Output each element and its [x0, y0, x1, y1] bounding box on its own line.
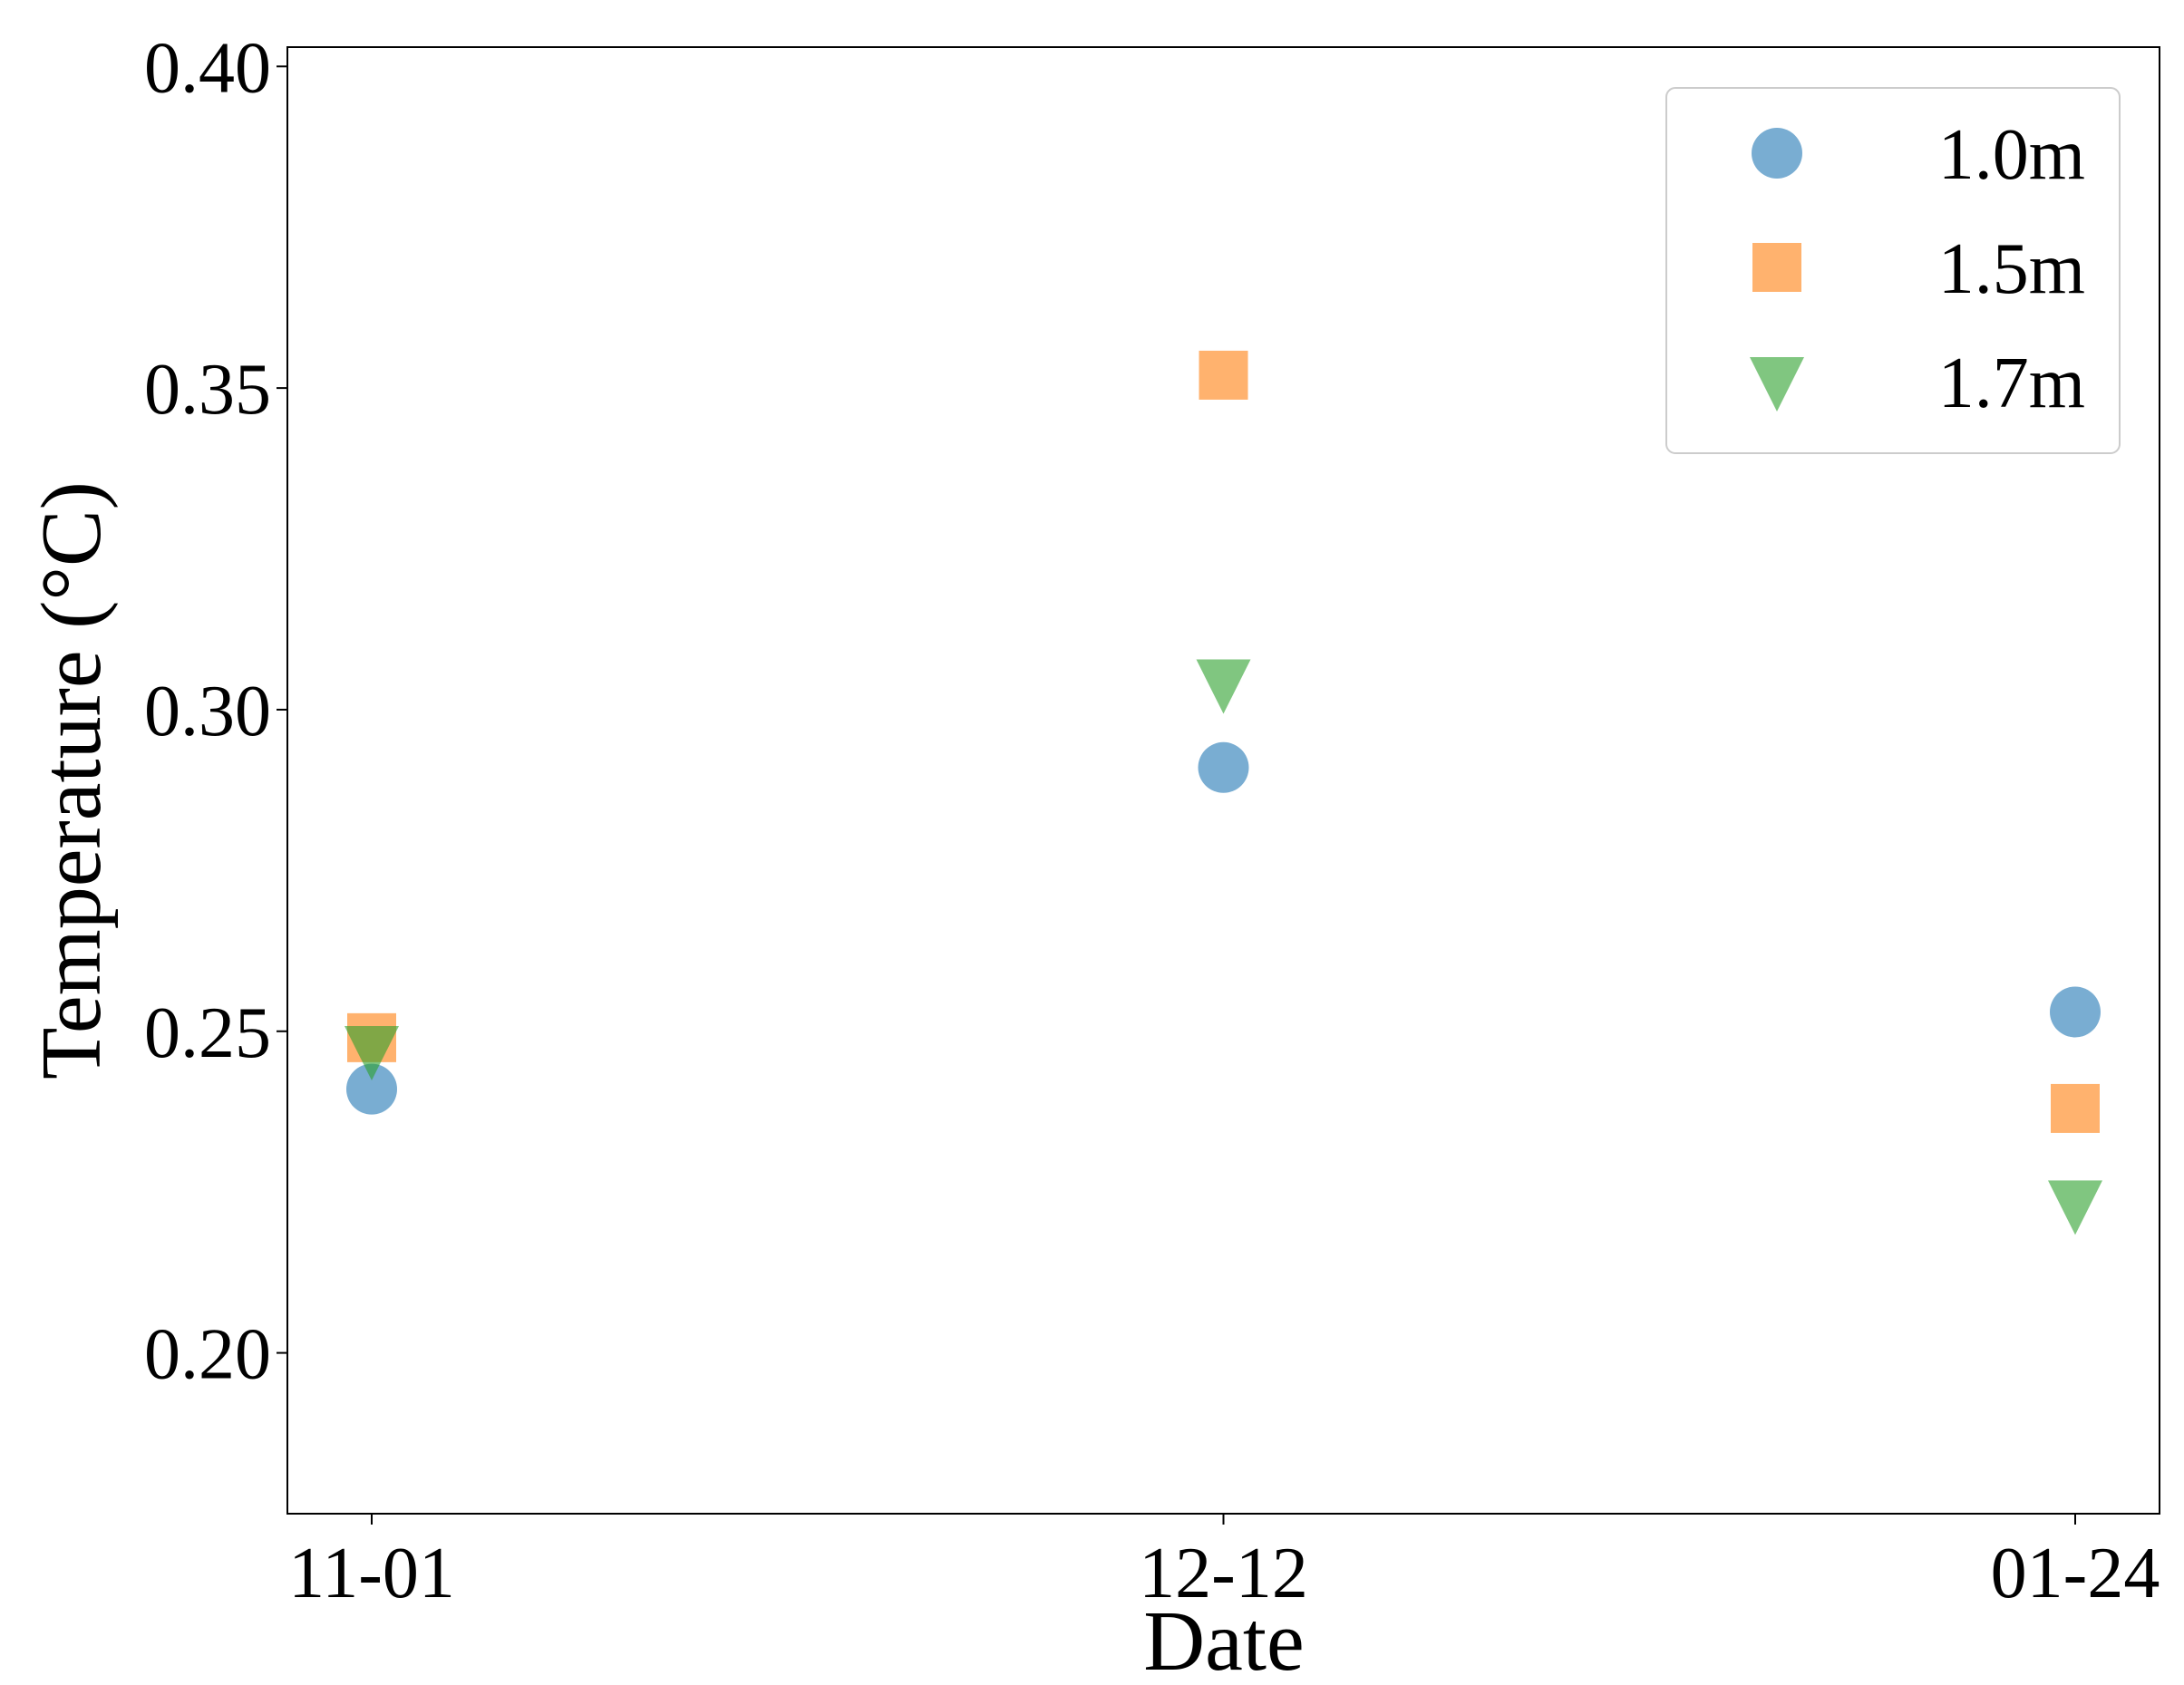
legend-marker-circle — [1752, 128, 1802, 179]
y-tick-label: 0.20 — [144, 1315, 271, 1395]
y-tick-label: 0.40 — [144, 28, 271, 108]
x-axis-title: Date — [1143, 1594, 1304, 1685]
y-tick-label: 0.35 — [144, 350, 271, 430]
legend-label: 1.7m — [1938, 344, 2085, 423]
data-point-square — [2051, 1083, 2100, 1133]
x-tick-label: 11-01 — [288, 1534, 455, 1613]
x-tick-label: 01-24 — [1991, 1534, 2160, 1613]
data-point-triangle-down — [345, 1026, 399, 1081]
y-tick-label: 0.25 — [144, 993, 271, 1073]
y-axis-ticks: 0.20 0.25 0.30 0.35 0.40 — [144, 28, 287, 1395]
x-tick-label: 12-12 — [1139, 1534, 1308, 1613]
y-tick-label: 0.30 — [144, 672, 271, 751]
data-point-triangle-down — [2048, 1180, 2102, 1235]
data-markers — [345, 350, 2102, 1235]
legend: 1.0m 1.5m 1.7m — [1665, 87, 2121, 454]
legend-label: 1.5m — [1938, 229, 2085, 309]
data-point-triangle-down — [1196, 659, 1251, 714]
data-point-circle — [346, 1063, 397, 1115]
legend-marker-triangle-down — [1750, 357, 1804, 412]
legend-label: 1.0m — [1938, 115, 2085, 195]
y-axis-title: Temperature (°C) — [24, 481, 119, 1080]
data-point-circle — [1198, 741, 1249, 793]
x-axis-ticks: 11-01 12-12 01-24 — [288, 1514, 2160, 1613]
data-point-square — [1199, 350, 1248, 400]
legend-marker-square — [1752, 243, 1801, 292]
data-point-circle — [2050, 986, 2101, 1038]
